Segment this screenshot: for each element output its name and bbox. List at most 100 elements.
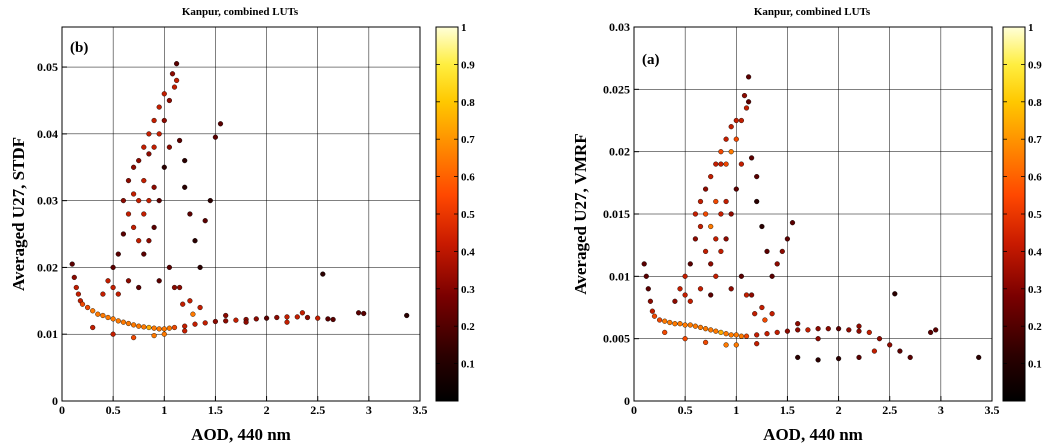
data-point bbox=[741, 92, 748, 99]
data-point bbox=[805, 327, 811, 333]
data-point bbox=[769, 273, 775, 279]
data-point bbox=[697, 286, 704, 292]
data-point bbox=[325, 316, 331, 322]
data-point bbox=[702, 339, 709, 346]
data-point bbox=[110, 264, 116, 271]
data-point bbox=[161, 331, 167, 337]
data-point bbox=[187, 211, 193, 217]
data-point bbox=[284, 319, 290, 325]
y-tick-label: 0.025 bbox=[603, 82, 630, 96]
data-point bbox=[733, 342, 739, 348]
data-point bbox=[182, 323, 188, 329]
colorbar-tick-label: 0.4 bbox=[461, 246, 475, 258]
data-point bbox=[110, 284, 116, 291]
y-axis-label: Averaged U27, STDF bbox=[9, 137, 28, 291]
data-point bbox=[687, 322, 693, 328]
data-point bbox=[692, 236, 699, 242]
data-point bbox=[192, 321, 198, 327]
data-point bbox=[84, 304, 91, 311]
data-point bbox=[115, 318, 121, 324]
x-tick-label: 2.5 bbox=[882, 403, 897, 417]
data-point bbox=[856, 354, 862, 361]
data-point bbox=[151, 333, 157, 339]
colorbar-tick-label: 0.2 bbox=[1028, 321, 1042, 333]
y-tick-label: 0.015 bbox=[603, 207, 630, 221]
data-point bbox=[759, 304, 765, 311]
data-point bbox=[171, 84, 178, 90]
data-point bbox=[120, 198, 127, 204]
data-point bbox=[136, 238, 142, 244]
data-point bbox=[136, 284, 142, 291]
data-point bbox=[825, 326, 831, 332]
data-point bbox=[151, 144, 157, 150]
x-tick-label: 1.5 bbox=[780, 403, 795, 417]
data-point bbox=[71, 274, 77, 281]
data-point bbox=[815, 336, 821, 342]
data-point bbox=[120, 231, 127, 237]
data-point bbox=[745, 99, 752, 105]
plot-frame bbox=[61, 26, 421, 402]
data-point bbox=[876, 336, 883, 342]
data-point bbox=[190, 311, 196, 317]
chart-panel-b: Kanpur, combined LUTs 0 0.5 1 1.5 2 2.5 3 3.500… bbox=[9, 6, 475, 444]
data-point bbox=[223, 312, 229, 319]
colorbar-tick-label: 0.7 bbox=[461, 134, 475, 146]
data-point bbox=[131, 335, 137, 341]
colorbar-tick-label: 0.7 bbox=[1028, 134, 1042, 146]
data-point bbox=[713, 328, 719, 334]
data-point bbox=[856, 328, 862, 334]
data-point bbox=[304, 314, 311, 321]
data-point bbox=[779, 248, 785, 255]
y-tick-label: 0.01 bbox=[37, 327, 58, 341]
data-point bbox=[702, 186, 709, 192]
x-tick-label: 0 bbox=[631, 403, 637, 417]
data-point bbox=[728, 332, 734, 338]
data-point bbox=[141, 144, 147, 150]
data-point bbox=[105, 314, 111, 321]
colorbar-tick-label: 0.6 bbox=[461, 172, 475, 184]
data-point bbox=[141, 324, 147, 330]
data-point bbox=[192, 238, 198, 244]
data-point bbox=[907, 354, 913, 361]
data-point bbox=[677, 286, 683, 292]
data-point bbox=[643, 273, 649, 279]
data-point bbox=[748, 292, 755, 298]
y-tick-label: 0.02 bbox=[609, 145, 630, 159]
data-point bbox=[667, 319, 673, 326]
data-point bbox=[100, 291, 106, 297]
data-point bbox=[141, 211, 147, 217]
data-point bbox=[161, 117, 167, 124]
data-point bbox=[217, 121, 224, 127]
data-point bbox=[892, 291, 898, 297]
data-point bbox=[110, 331, 116, 337]
data-point bbox=[166, 97, 173, 104]
y-tick-label: 0 bbox=[52, 394, 58, 408]
data-point bbox=[682, 322, 688, 328]
data-point bbox=[187, 298, 193, 304]
data-point bbox=[795, 327, 801, 333]
data-point bbox=[856, 323, 862, 329]
data-point bbox=[131, 322, 137, 328]
y-tick-label: 0 bbox=[624, 394, 630, 408]
data-point bbox=[815, 326, 821, 332]
colorbar-tick-label: 0.8 bbox=[461, 97, 475, 109]
colorbar-tick-label: 0.8 bbox=[1028, 97, 1042, 109]
data-point bbox=[131, 224, 137, 231]
data-point bbox=[743, 105, 750, 111]
data-point bbox=[662, 329, 668, 336]
data-point bbox=[871, 348, 878, 354]
data-point bbox=[243, 319, 249, 325]
data-point bbox=[125, 278, 132, 284]
x-tick-label: 2 bbox=[836, 403, 842, 417]
data-point bbox=[723, 198, 729, 205]
data-point bbox=[697, 223, 704, 230]
data-point bbox=[156, 198, 162, 204]
x-axis-label: AOD, 440 nm bbox=[191, 425, 291, 444]
data-point bbox=[171, 324, 178, 331]
data-point bbox=[294, 314, 300, 320]
data-point bbox=[131, 191, 137, 197]
data-point bbox=[202, 320, 208, 326]
data-point bbox=[207, 198, 213, 204]
data-point bbox=[202, 218, 208, 224]
colorbar-tick-label: 0.9 bbox=[1028, 59, 1042, 71]
